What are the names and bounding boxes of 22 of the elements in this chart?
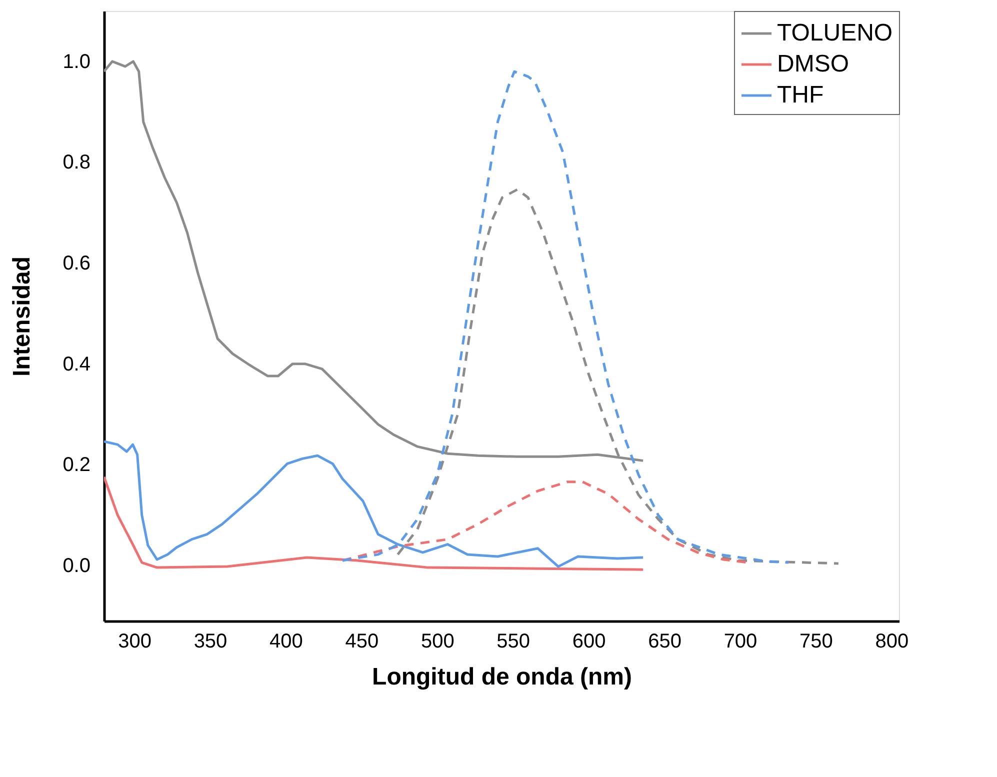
legend-label: DMSO — [777, 50, 849, 78]
x-tick-label: 650 — [648, 630, 682, 652]
y-tick-label: 0.6 — [62, 252, 90, 275]
x-tick-label: 800 — [875, 630, 909, 652]
y-tick-label: 0.4 — [62, 353, 90, 376]
legend-label: TOLUENO — [777, 20, 893, 46]
legend-label: THF — [777, 82, 824, 108]
y-tick-label: 0.2 — [62, 454, 90, 476]
x-tick-label: 400 — [270, 630, 303, 652]
x-tick-label: 350 — [194, 630, 228, 652]
x-tick-label: 700 — [724, 630, 758, 652]
x-tick-label: 300 — [118, 630, 152, 652]
y-axis-title: Intensidad — [8, 256, 36, 377]
x-tick-label: 550 — [496, 630, 530, 652]
x-tick-label: 600 — [572, 630, 606, 652]
y-tick-label: 0.8 — [62, 152, 90, 174]
x-tick-label: 450 — [345, 630, 379, 652]
x-axis-title: Longitud de onda (nm) — [372, 664, 632, 690]
y-tick-label: 1.0 — [62, 50, 90, 73]
x-tick-label: 750 — [800, 630, 833, 652]
y-tick-label: 0.0 — [62, 555, 90, 578]
x-tick-label: 500 — [420, 630, 454, 652]
